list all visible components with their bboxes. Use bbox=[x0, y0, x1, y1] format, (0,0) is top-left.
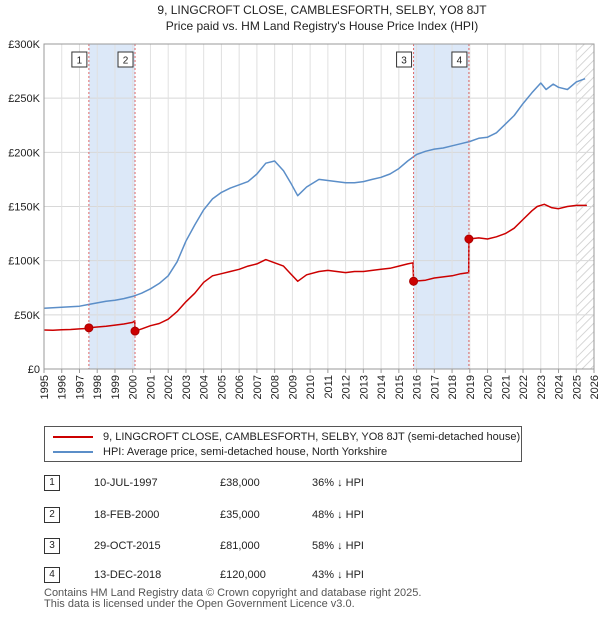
transaction-number: 3 bbox=[44, 538, 60, 554]
sale-point bbox=[464, 234, 474, 244]
transaction-hpi-diff: 58% ↓ HPI bbox=[312, 540, 364, 552]
chart-subtitle: Price paid vs. HM Land Registry's House … bbox=[166, 19, 478, 33]
transaction-number: 2 bbox=[44, 507, 60, 523]
x-tick-label: 2009 bbox=[287, 375, 299, 399]
footer-copyright: Contains HM Land Registry data © Crown c… bbox=[44, 587, 422, 599]
x-tick-label: 2010 bbox=[305, 375, 317, 399]
transaction-hpi-diff: 48% ↓ HPI bbox=[312, 509, 364, 521]
x-tick-label: 2020 bbox=[483, 375, 495, 399]
x-tick-label: 2005 bbox=[216, 375, 228, 399]
x-tick-label: 2008 bbox=[270, 375, 282, 399]
sale-point bbox=[130, 326, 140, 336]
transaction-hpi-diff: 43% ↓ HPI bbox=[312, 569, 364, 581]
transaction-date: 10-JUL-1997 bbox=[94, 477, 158, 489]
price-chart: 9, LINGCROFT CLOSE, CAMBLESFORTH, SELBY,… bbox=[8, 3, 600, 399]
legend-item-property: 9, LINGCROFT CLOSE, CAMBLESFORTH, SELBY,… bbox=[53, 430, 520, 444]
sale-marker-box bbox=[117, 51, 134, 68]
transaction-price: £120,000 bbox=[220, 569, 266, 581]
x-tick-label: 2019 bbox=[465, 375, 477, 399]
y-tick-label: £300K bbox=[8, 39, 40, 51]
x-tick-label: 2013 bbox=[358, 375, 370, 399]
x-tick-label: 2017 bbox=[429, 375, 441, 399]
x-tick-label: 2000 bbox=[128, 375, 140, 399]
sale-marker-box bbox=[396, 51, 413, 68]
x-tick-label: 2007 bbox=[252, 375, 264, 399]
y-tick-label: £0 bbox=[28, 364, 40, 376]
legend: 9, LINGCROFT CLOSE, CAMBLESFORTH, SELBY,… bbox=[44, 426, 522, 462]
x-tick-label: 2022 bbox=[518, 375, 530, 399]
x-tick-label: 1999 bbox=[110, 375, 122, 399]
x-tick-label: 2016 bbox=[412, 375, 424, 399]
legend-swatch-hpi bbox=[53, 451, 93, 453]
x-tick-label: 1998 bbox=[92, 375, 104, 399]
x-tick-label: 2025 bbox=[571, 375, 583, 399]
sale-marker-box bbox=[451, 51, 468, 68]
x-tick-label: 2023 bbox=[536, 375, 548, 399]
x-tick-label: 2006 bbox=[234, 375, 246, 399]
plot-frame bbox=[43, 43, 595, 370]
x-tick-label: 2003 bbox=[181, 375, 193, 399]
transaction-date: 29-OCT-2015 bbox=[94, 540, 161, 552]
legend-swatch-property bbox=[53, 436, 93, 438]
transaction-price: £38,000 bbox=[220, 477, 260, 489]
footer: Contains HM Land Registry data © Crown c… bbox=[44, 588, 421, 610]
x-tick-label: 2012 bbox=[341, 375, 353, 399]
footer-licence: This data is licensed under the Open Gov… bbox=[44, 598, 355, 610]
transaction-date: 18-FEB-2000 bbox=[94, 509, 160, 521]
y-tick-label: £50K bbox=[14, 310, 40, 322]
property-price-line bbox=[43, 203, 587, 332]
x-tick-label: 2002 bbox=[163, 375, 175, 399]
legend-label-property: 9, LINGCROFT CLOSE, CAMBLESFORTH, SELBY,… bbox=[103, 431, 521, 443]
y-tick-label: £200K bbox=[8, 147, 40, 159]
x-tick-label: 2001 bbox=[145, 375, 157, 399]
sale-marker-label: 1 bbox=[77, 56, 83, 67]
legend-item-hpi: HPI: Average price, semi-detached house,… bbox=[53, 445, 387, 459]
x-tick-label: 2021 bbox=[500, 375, 512, 399]
x-tick-label: 2018 bbox=[447, 375, 459, 399]
legend-label-hpi: HPI: Average price, semi-detached house,… bbox=[103, 446, 388, 458]
sale-marker-label: 3 bbox=[401, 56, 407, 67]
x-tick-label: 2024 bbox=[554, 375, 566, 399]
sale-marker-label: 2 bbox=[123, 56, 129, 67]
hpi-line bbox=[43, 77, 586, 310]
y-tick-label: £250K bbox=[8, 93, 40, 105]
sale-point bbox=[84, 323, 94, 333]
transaction-price: £81,000 bbox=[220, 540, 260, 552]
x-tick-label: 2011 bbox=[323, 375, 335, 399]
transaction-date: 13-DEC-2018 bbox=[94, 569, 162, 581]
transaction-hpi-diff: 36% ↓ HPI bbox=[312, 477, 364, 489]
x-tick-label: 1997 bbox=[74, 375, 86, 399]
sale-marker-label: 4 bbox=[457, 56, 463, 67]
sale-point bbox=[409, 276, 419, 286]
transaction-number: 4 bbox=[44, 567, 60, 583]
x-tick-label: 1996 bbox=[57, 375, 69, 399]
x-tick-label: 2026 bbox=[589, 375, 600, 399]
transaction-number: 1 bbox=[44, 475, 60, 491]
sale-marker-box bbox=[71, 51, 88, 68]
transaction-price: £35,000 bbox=[220, 509, 260, 521]
chart-title: 9, LINGCROFT CLOSE, CAMBLESFORTH, SELBY,… bbox=[157, 3, 487, 17]
y-tick-label: £150K bbox=[8, 202, 40, 214]
x-tick-label: 2014 bbox=[376, 375, 388, 399]
y-tick-label: £100K bbox=[8, 256, 40, 268]
x-tick-label: 2004 bbox=[199, 375, 211, 399]
x-tick-label: 1995 bbox=[39, 375, 51, 399]
x-tick-label: 2015 bbox=[394, 375, 406, 399]
